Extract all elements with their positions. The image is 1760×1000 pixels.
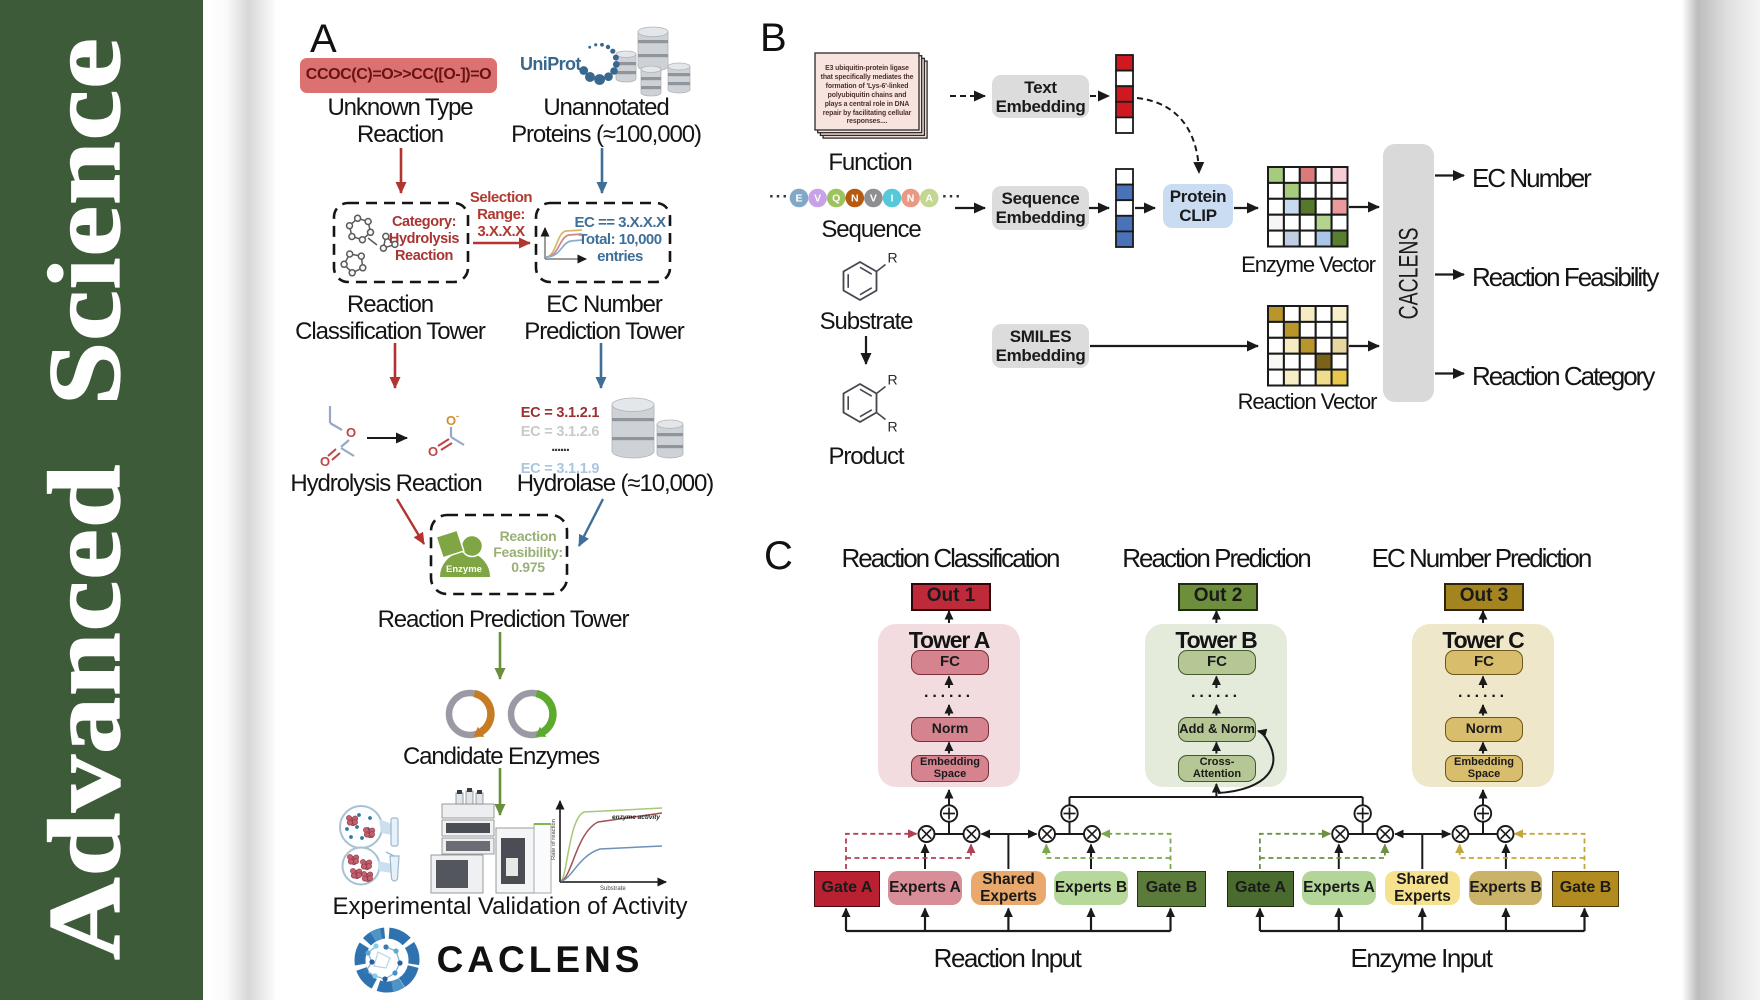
svg-text:O: O <box>320 454 330 469</box>
svg-text:Substrate: Substrate <box>600 886 626 892</box>
svg-text:V: V <box>870 193 877 205</box>
svg-text:Rate of reaction: Rate of reaction <box>551 819 557 860</box>
svg-text:O: O <box>446 413 456 428</box>
svg-text:V: V <box>814 193 821 205</box>
svg-text:I: I <box>891 193 894 205</box>
svg-text:UniProt: UniProt <box>520 54 581 74</box>
svg-text:N: N <box>851 193 859 205</box>
svg-text:-: - <box>456 411 459 421</box>
svg-text:O: O <box>428 444 438 459</box>
svg-text:Q: Q <box>832 193 840 205</box>
svg-text:R: R <box>888 419 898 435</box>
svg-text:···: ··· <box>769 187 789 206</box>
svg-text:Enzyme: Enzyme <box>446 564 482 575</box>
svg-text:···: ··· <box>942 187 962 206</box>
svg-text:R: R <box>888 372 898 388</box>
svg-text:N: N <box>907 193 915 205</box>
svg-text:A: A <box>925 193 933 205</box>
svg-text:E: E <box>795 193 802 205</box>
svg-text:enzyme activity: enzyme activity <box>612 814 660 821</box>
svg-text:O: O <box>346 425 356 440</box>
svg-text:R: R <box>888 250 898 266</box>
